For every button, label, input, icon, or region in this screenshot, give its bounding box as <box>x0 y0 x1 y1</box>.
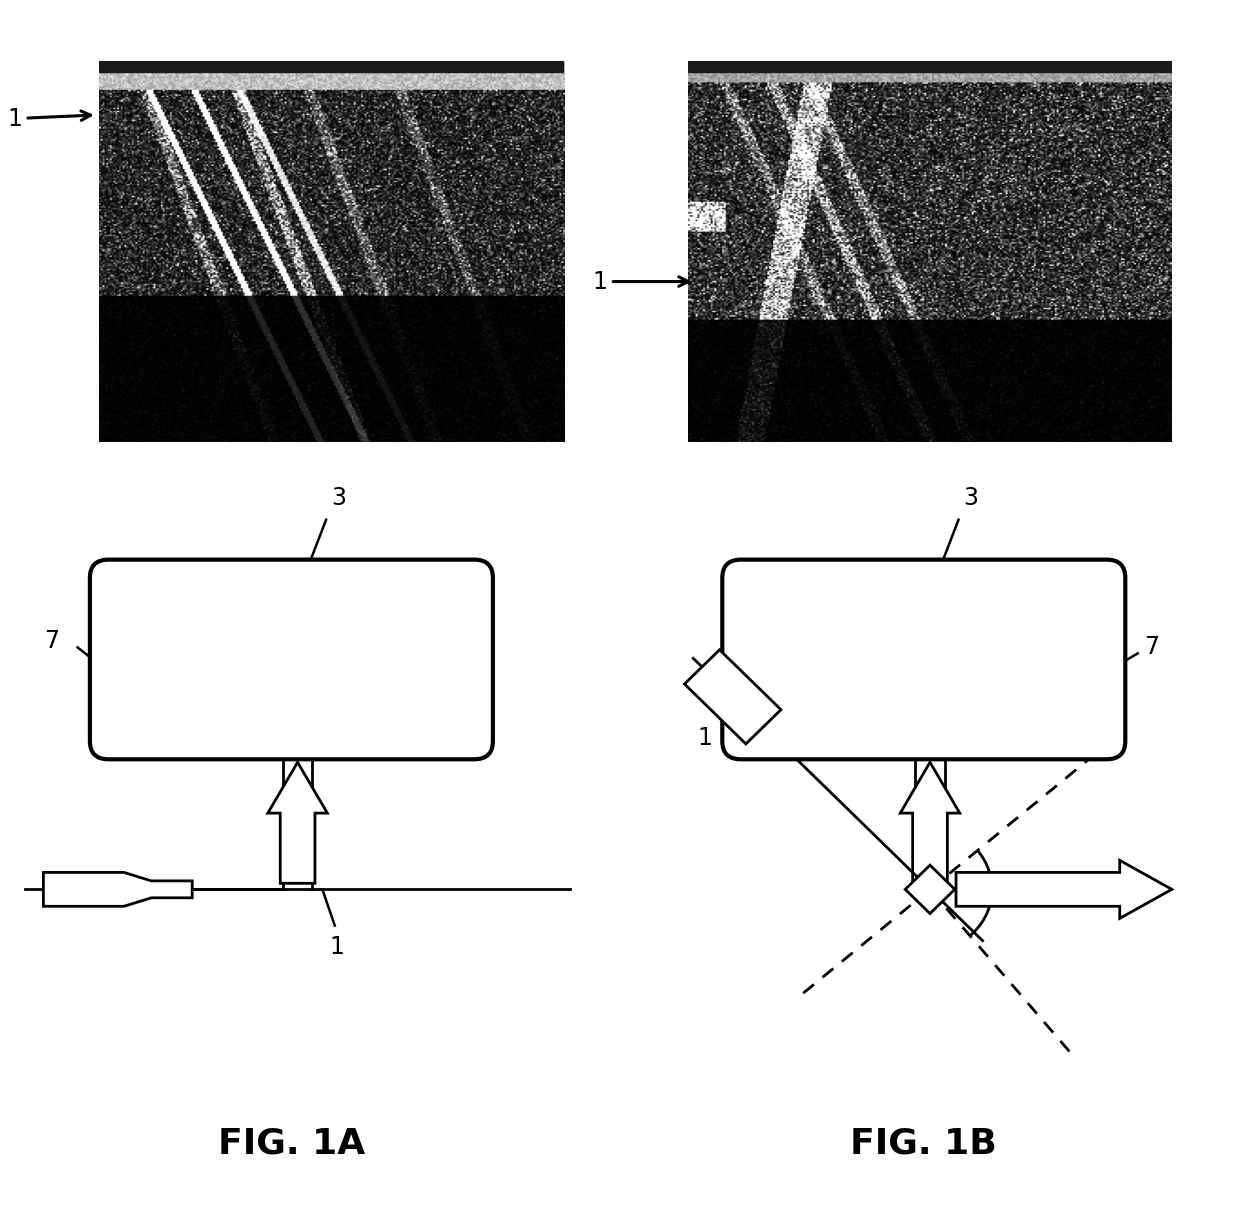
Text: 1: 1 <box>698 726 713 750</box>
FancyBboxPatch shape <box>722 559 1126 760</box>
Polygon shape <box>268 762 327 883</box>
Bar <box>688 60 1172 71</box>
Text: 3: 3 <box>963 486 978 511</box>
Polygon shape <box>956 860 1172 918</box>
Text: 7: 7 <box>1145 635 1159 659</box>
Polygon shape <box>43 872 192 906</box>
Text: 5: 5 <box>350 655 365 678</box>
Text: 1: 1 <box>7 106 91 131</box>
Text: 3: 3 <box>331 486 346 511</box>
Text: FIG. 1B: FIG. 1B <box>851 1127 997 1160</box>
Text: 5: 5 <box>982 655 997 678</box>
FancyBboxPatch shape <box>89 559 492 760</box>
Polygon shape <box>684 650 781 744</box>
Polygon shape <box>900 762 960 883</box>
Text: 1: 1 <box>330 935 345 960</box>
Text: 1: 1 <box>593 270 688 294</box>
Text: 7: 7 <box>43 629 58 653</box>
Polygon shape <box>905 865 955 914</box>
Bar <box>99 60 564 71</box>
Text: FIG. 1A: FIG. 1A <box>218 1127 365 1160</box>
